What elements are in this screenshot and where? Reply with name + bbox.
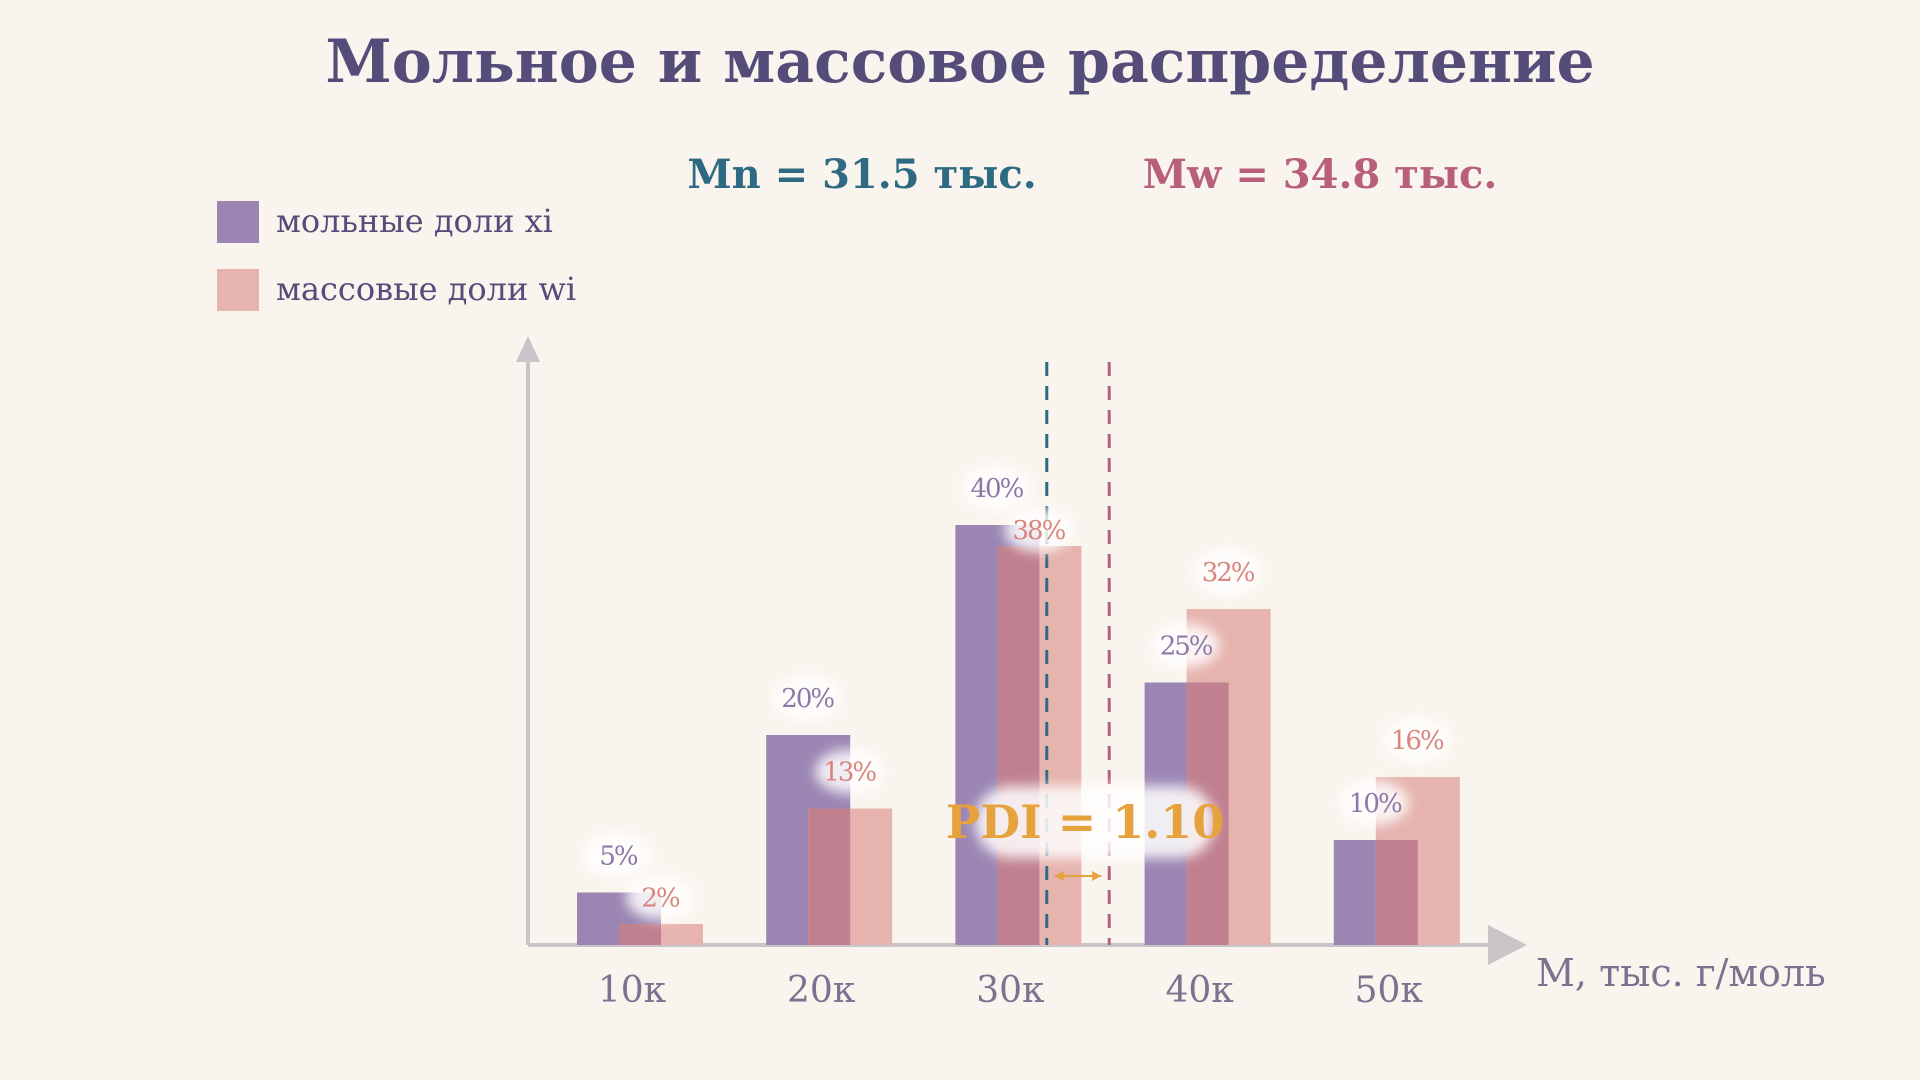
data-label-molar-background (584, 833, 652, 878)
data-label-mass: 38% (1013, 516, 1066, 546)
x-ticks: 10к 20к 30к 40к 50к (598, 970, 1424, 1011)
data-label-mass-background (1004, 508, 1073, 552)
chart-title: Мольное и массовое распределение (325, 27, 1594, 97)
data-label-mass-background (626, 875, 694, 920)
pdi-arrow-head-right (1092, 871, 1102, 881)
data-label-mass-background (815, 749, 884, 794)
data-label-mass: 16% (1391, 726, 1444, 756)
data-label-molar: 20% (781, 684, 834, 714)
pdi-label: PDI = 1.10 (946, 795, 1225, 849)
bars (577, 525, 1460, 945)
data-label-mass-background (1382, 718, 1451, 762)
x-tick-label: 50к (1355, 970, 1424, 1011)
legend-swatch-mass (217, 269, 259, 311)
legend-label-molar: мольные доли xi (276, 202, 553, 240)
legend: мольные доли xi массовые доли wi (217, 201, 576, 311)
bar-overlap (997, 546, 1040, 945)
legend-label-mass: массовые доли wi (276, 270, 576, 308)
bar-overlap (619, 924, 661, 945)
data-labels: 5%2% 20% 13% 40% 38% 25% 32% 10% 16% (584, 466, 1451, 920)
legend-swatch-molar (217, 201, 259, 243)
data-label-molar-background (962, 466, 1031, 510)
data-label-molar-background (1340, 781, 1409, 825)
data-label-molar: 5% (599, 842, 638, 872)
data-label-mass: 13% (823, 758, 876, 788)
bar-overlap (808, 808, 851, 945)
data-label-mass: 2% (641, 884, 680, 914)
mw-label: Mw = 34.8 тыс. (1143, 151, 1498, 198)
y-axis-arrow (516, 336, 540, 362)
x-tick-label: 40к (1165, 970, 1234, 1011)
x-axis-label: M, тыс. г/моль (1536, 951, 1826, 995)
data-label-molar-background (773, 676, 842, 720)
x-tick-label: 20к (787, 970, 856, 1011)
x-tick-label: 10к (598, 970, 667, 1011)
data-label-molar: 40% (971, 474, 1024, 504)
pdi-label-background (975, 786, 1215, 858)
bar-overlap (1375, 840, 1418, 945)
x-axis-arrow (1488, 925, 1527, 965)
data-label-molar-background (1151, 623, 1220, 668)
pdi-arrow-head-left (1054, 871, 1064, 881)
data-label-mass-background (1193, 550, 1262, 594)
data-label-mass: 32% (1202, 558, 1255, 588)
mn-label: Mn = 31.5 тыс. (687, 151, 1036, 198)
x-tick-label: 30к (976, 970, 1045, 1011)
pdi-annotation: PDI = 1.10 (946, 786, 1225, 881)
data-label-molar: 10% (1349, 789, 1402, 819)
data-label-molar: 25% (1160, 632, 1213, 662)
